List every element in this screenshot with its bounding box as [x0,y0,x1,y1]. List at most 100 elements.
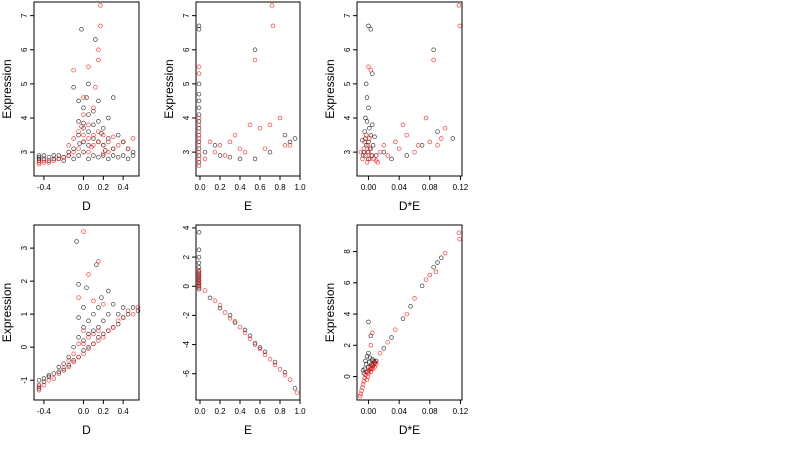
data-point [91,341,96,347]
data-point [360,382,366,387]
data-point [237,146,243,151]
data-point [130,149,136,155]
data-point [86,346,91,352]
data-point [61,154,66,160]
data-point [66,149,71,155]
data-point [106,288,111,294]
data-point [196,98,202,104]
data-point [76,98,81,104]
data-point [385,153,390,158]
data-point [272,359,278,365]
data-point [110,325,116,330]
data-point [125,308,131,314]
data-point [36,160,42,165]
data-point [91,311,96,317]
data-point [381,346,387,351]
data-point [217,143,223,148]
data-point [381,143,387,148]
data-point [252,57,258,63]
data-point [439,136,444,141]
data-point [81,95,86,100]
data-point [232,132,238,138]
data-point [81,149,86,155]
data-point [71,156,76,162]
plot-frame [195,224,301,401]
y-tick-label: 0 [182,283,191,288]
data-point [232,320,238,325]
y-tick-label: 0 [20,344,29,349]
data-point [84,285,89,290]
data-point [262,349,268,355]
data-point [196,139,202,145]
data-point [99,295,104,300]
data-point [51,156,57,162]
data-point [396,146,402,151]
data-point [41,158,47,163]
data-point [66,363,71,368]
data-point [196,112,202,117]
data-point [81,305,86,310]
data-point [86,344,91,350]
data-point [364,95,370,100]
data-point [76,129,81,134]
data-point [247,336,253,342]
x-axis-label: D*E [399,199,420,213]
data-point [91,122,96,128]
y-tick-label: 8 [343,249,352,254]
data-point [81,325,86,330]
series-red [196,267,300,395]
data-point [106,311,111,317]
data-point [412,149,417,155]
data-point [36,153,42,158]
data-point [366,105,371,111]
data-point [287,143,293,148]
scatter-panel-4: -1 0 1 2 3 -0.4 0.0 0.2 0.4 D Expression [0,224,141,437]
data-point [196,230,202,235]
data-point [71,351,76,357]
data-point [46,374,52,380]
data-point [46,372,52,378]
data-point [196,286,202,292]
data-point [86,318,91,324]
data-point [363,81,369,87]
data-point [96,119,101,124]
y-tick-label: 4 [20,115,29,120]
data-point [363,358,368,364]
data-point [115,143,121,148]
data-point [76,146,81,151]
data-point [363,153,368,158]
data-point [366,371,371,376]
data-point [106,328,111,333]
scatter-panel-5: -6 -4 -2 0 2 4 0.0 0.2 0.4 0.6 0.8 1.0 E [182,224,306,437]
data-point [130,305,136,310]
data-point [423,115,429,121]
data-point [282,143,288,148]
data-point [368,343,374,348]
data-point [456,230,462,236]
data-point [66,358,71,363]
x-axis-label: D [82,199,91,213]
data-point [247,122,253,128]
x-tick-label: 0.8 [274,183,286,192]
data-point [227,154,233,160]
data-point [282,372,288,378]
data-point [272,362,278,368]
data-point [86,64,91,70]
series-red [358,3,462,165]
data-point [435,260,440,265]
data-point [267,149,273,155]
data-point [81,120,86,126]
data-point [91,108,96,114]
data-point [61,368,66,373]
x-tick-label: 1.0 [294,183,306,192]
data-point [91,328,96,333]
data-point [196,119,202,124]
x-tick-label: 0.12 [453,183,469,192]
data-point [267,356,273,362]
y-axis-label: Expression [0,283,14,342]
data-point [217,305,223,311]
series-red [357,230,462,399]
data-point [442,125,448,131]
data-point [389,156,394,162]
y-tick-label: 6 [20,47,29,52]
